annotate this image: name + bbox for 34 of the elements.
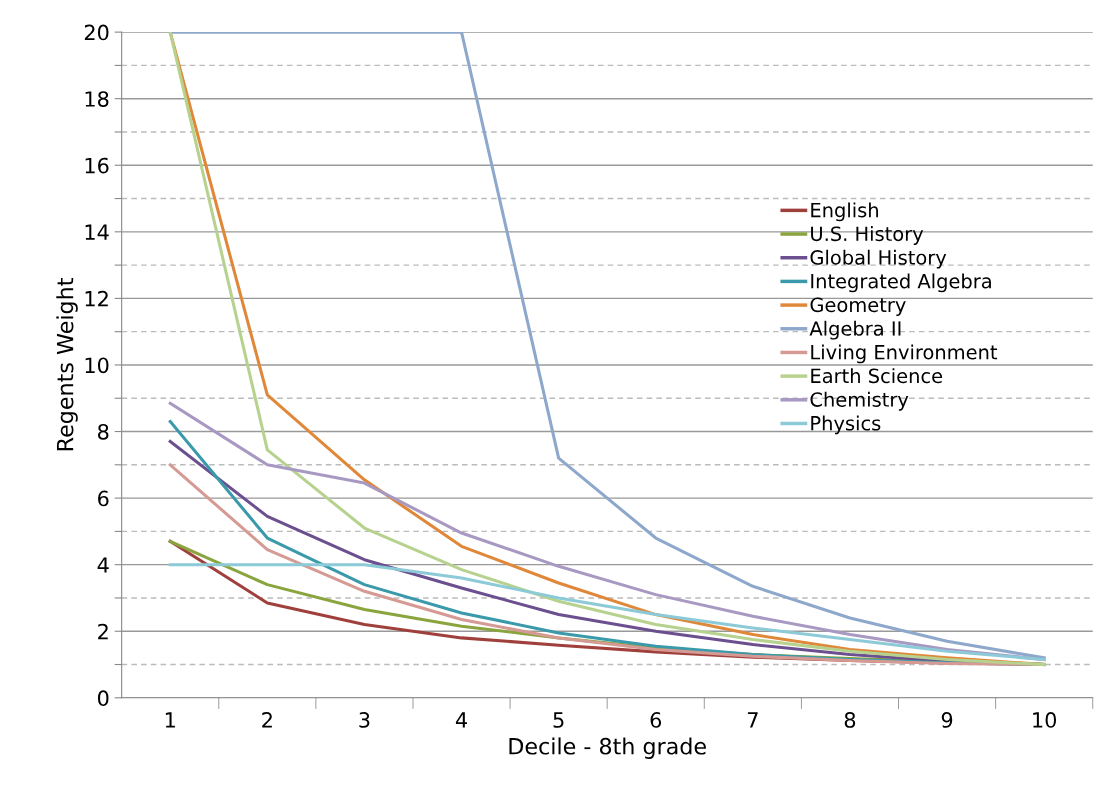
x-tick-label: 6 <box>650 712 662 728</box>
x-tick-label: 5 <box>553 712 564 728</box>
y-tick-label: 14 <box>85 224 109 240</box>
y-tick-label: 2 <box>98 623 108 640</box>
x-axis-title: Decile - 8th grade <box>509 737 706 759</box>
y-tick-label: 12 <box>85 290 108 307</box>
legend-label: Geometry <box>810 297 906 316</box>
legend-label: English <box>811 202 878 222</box>
x-tick-label: 4 <box>455 712 467 728</box>
x-tick-label: 2 <box>262 712 272 728</box>
x-tick-label: 1 <box>165 712 175 728</box>
y-tick-label: 6 <box>98 490 109 507</box>
legend-label: Integrated Algebra <box>811 273 991 293</box>
x-tick-label: 3 <box>359 712 370 728</box>
legend-label: Living Environment <box>811 344 998 364</box>
y-tick-label: 16 <box>85 157 109 174</box>
legend-label: Chemistry <box>810 391 909 411</box>
y-tick-label: 10 <box>85 357 109 374</box>
x-tick-label: 10 <box>1033 712 1057 728</box>
y-tick-label: 0 <box>97 690 109 707</box>
legend-label: Global History <box>810 249 947 269</box>
legend-label: Physics <box>811 415 881 435</box>
legend-label: Earth Science <box>811 368 943 384</box>
y-tick-label: 20 <box>84 24 109 41</box>
legend-label: U.S. History <box>811 226 924 245</box>
line-series <box>168 563 1046 662</box>
x-tick-label: 9 <box>941 712 953 728</box>
x-tick-label: 7 <box>747 712 758 728</box>
legend-label: Algebra II <box>809 320 901 340</box>
y-axis-title: Regents Weight <box>56 278 78 451</box>
y-tick-label: 8 <box>98 423 109 440</box>
y-tick-label: 4 <box>97 557 109 573</box>
x-tick-label: 8 <box>844 712 856 728</box>
y-tick-label: 18 <box>85 91 109 107</box>
